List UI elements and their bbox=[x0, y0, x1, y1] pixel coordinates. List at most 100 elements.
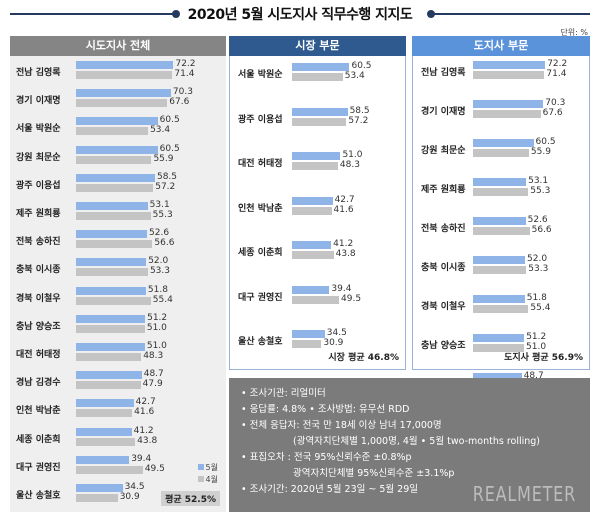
bar-may bbox=[76, 484, 123, 492]
value-label-may: 52.6 bbox=[149, 228, 170, 239]
bar-april bbox=[76, 409, 133, 418]
value-label-april: 43.8 bbox=[137, 435, 158, 446]
bar-may bbox=[292, 152, 341, 160]
value-label-april: 71.4 bbox=[174, 69, 195, 79]
category-label: 충북 이시종 bbox=[421, 263, 466, 273]
chart-row: 대구 권영진 39.4 49.5 bbox=[230, 283, 405, 307]
category-label: 경북 이철우 bbox=[16, 293, 61, 304]
bar-april bbox=[76, 381, 141, 390]
bar-may bbox=[76, 258, 147, 267]
bar-april bbox=[292, 117, 347, 126]
value-label-may: 41.2 bbox=[333, 239, 354, 249]
value-label-april: 57.2 bbox=[155, 181, 176, 192]
value-label-may: 51.0 bbox=[146, 341, 167, 351]
info-line: • 표집오차 : 전국 95%신뢰수준 ±0.8%p bbox=[241, 452, 412, 463]
value-label-may: 39.4 bbox=[331, 283, 352, 294]
info-line: • 조사기관: 리얼미터 bbox=[241, 388, 326, 399]
bar-may bbox=[292, 63, 350, 71]
chart-row: 충남 양승조 51.2 51.0 bbox=[413, 332, 589, 355]
value-label-april: 41.6 bbox=[333, 204, 354, 215]
value-label-may: 58.5 bbox=[349, 105, 370, 116]
panel-all-header: 시도지사 전체 bbox=[10, 36, 226, 56]
bar-may bbox=[76, 173, 155, 182]
panel-governor-header: 도지사 부문 bbox=[412, 36, 590, 56]
chart-row: 광주 이용섭 58.5 57.2 bbox=[230, 105, 405, 129]
chart-row: 전남 김영록 72.2 71.4 bbox=[413, 59, 589, 82]
chart-row: 울산 송철호 34.5 30.9 bbox=[10, 482, 226, 505]
bar-april bbox=[76, 240, 153, 249]
category-label: 광주 이용섭 bbox=[238, 114, 283, 125]
category-label: 강원 최문순 bbox=[16, 152, 61, 163]
info-line: 광역자치단체별 95%신뢰수준 ±3.1%p bbox=[293, 468, 455, 479]
chart-row: 전남 김영록 72.2 71.4 bbox=[10, 59, 226, 82]
value-label-may: 53.1 bbox=[149, 200, 170, 210]
chart-row: 충남 양승조 51.2 51.0 bbox=[10, 313, 226, 336]
value-label-may: 34.5 bbox=[326, 328, 347, 338]
value-label-may: 72.2 bbox=[175, 59, 196, 69]
chart-row: 세종 이춘희 41.2 43.8 bbox=[230, 239, 405, 262]
category-label: 세종 이춘희 bbox=[238, 248, 283, 258]
value-label-april: 55.3 bbox=[530, 186, 551, 196]
bar-may bbox=[473, 139, 534, 147]
panel-mayor-body: 서울 박원순 60.5 53.4 광주 이용섭 58.5 57.2 대전 허태정 51.0 48… bbox=[229, 56, 406, 370]
value-label-may: 60.5 bbox=[159, 143, 180, 154]
value-label-may: 52.0 bbox=[148, 256, 169, 267]
category-label: 경남 김경수 bbox=[16, 378, 61, 389]
survey-info-box: • 조사기관: 리얼미터 • 응답률: 4.8% • 조사방법: 유무선 RDD… bbox=[229, 378, 590, 512]
bar-may bbox=[473, 217, 526, 225]
value-label-april: 71.4 bbox=[546, 69, 567, 79]
value-label-april: 56.6 bbox=[154, 238, 175, 249]
chart-row: 제주 원희룡 53.1 55.3 bbox=[10, 200, 226, 223]
bar-may bbox=[473, 100, 544, 108]
chart-row: 충북 이시종 52.0 53.3 bbox=[413, 254, 589, 277]
average-label: 도지사 평균 56.9% bbox=[504, 353, 583, 363]
value-label-may: 51.2 bbox=[526, 332, 547, 342]
value-label-may: 70.3 bbox=[172, 87, 193, 98]
bar-april bbox=[473, 344, 524, 352]
value-label-april: 49.5 bbox=[144, 463, 165, 474]
legend-swatch-may bbox=[197, 464, 204, 470]
chart-row: 충북 이시종 52.0 53.3 bbox=[10, 256, 226, 279]
bar-april bbox=[292, 162, 338, 170]
bar-april bbox=[76, 353, 142, 361]
bar-april bbox=[76, 127, 149, 136]
chart-row: 제주 원희룡 53.1 55.3 bbox=[413, 176, 589, 199]
category-label: 강원 최문순 bbox=[421, 146, 466, 156]
category-label: 서울 박원순 bbox=[238, 70, 283, 80]
category-label: 경기 이재명 bbox=[16, 96, 61, 107]
chart-row: 인천 박남춘 42.7 41.6 bbox=[10, 397, 226, 420]
bar-may bbox=[292, 330, 325, 338]
category-label: 경북 이철우 bbox=[421, 302, 466, 312]
bar-may bbox=[473, 256, 525, 264]
bar-may bbox=[76, 230, 147, 239]
bar-april bbox=[292, 340, 322, 348]
average-label: 시장 평균 46.8% bbox=[328, 353, 399, 363]
value-label-may: 39.4 bbox=[131, 453, 152, 464]
value-label-april: 30.9 bbox=[323, 338, 344, 348]
category-label: 경기 이재명 bbox=[421, 107, 466, 117]
bar-april bbox=[473, 266, 527, 274]
value-label-may: 72.2 bbox=[547, 59, 568, 69]
category-label: 대전 허태정 bbox=[238, 159, 283, 169]
realmeter-logo: REALMETER bbox=[472, 482, 576, 506]
info-line: • 응답률: 4.8% • 조사방법: 유무선 RDD bbox=[241, 404, 410, 415]
bar-april bbox=[76, 494, 118, 502]
value-label-may: 51.8 bbox=[526, 293, 547, 303]
value-label-may: 51.0 bbox=[342, 150, 363, 160]
value-label-april: 53.4 bbox=[150, 125, 171, 136]
bar-april bbox=[76, 212, 151, 220]
bar-may bbox=[473, 61, 546, 69]
value-label-may: 52.0 bbox=[527, 254, 548, 264]
category-label: 울산 송철호 bbox=[16, 491, 61, 501]
bar-april bbox=[473, 227, 530, 235]
bar-april bbox=[76, 465, 143, 474]
category-label: 충남 양승조 bbox=[16, 321, 61, 332]
category-label: 제주 원희룡 bbox=[421, 185, 466, 195]
bar-may bbox=[76, 314, 146, 323]
category-label: 서울 박원순 bbox=[16, 124, 61, 135]
panel-mayor-header: 시장 부문 bbox=[229, 36, 406, 56]
bar-april bbox=[473, 149, 529, 157]
bar-may bbox=[473, 295, 525, 303]
chart-row: 대전 허태정 51.0 48.3 bbox=[230, 150, 405, 173]
